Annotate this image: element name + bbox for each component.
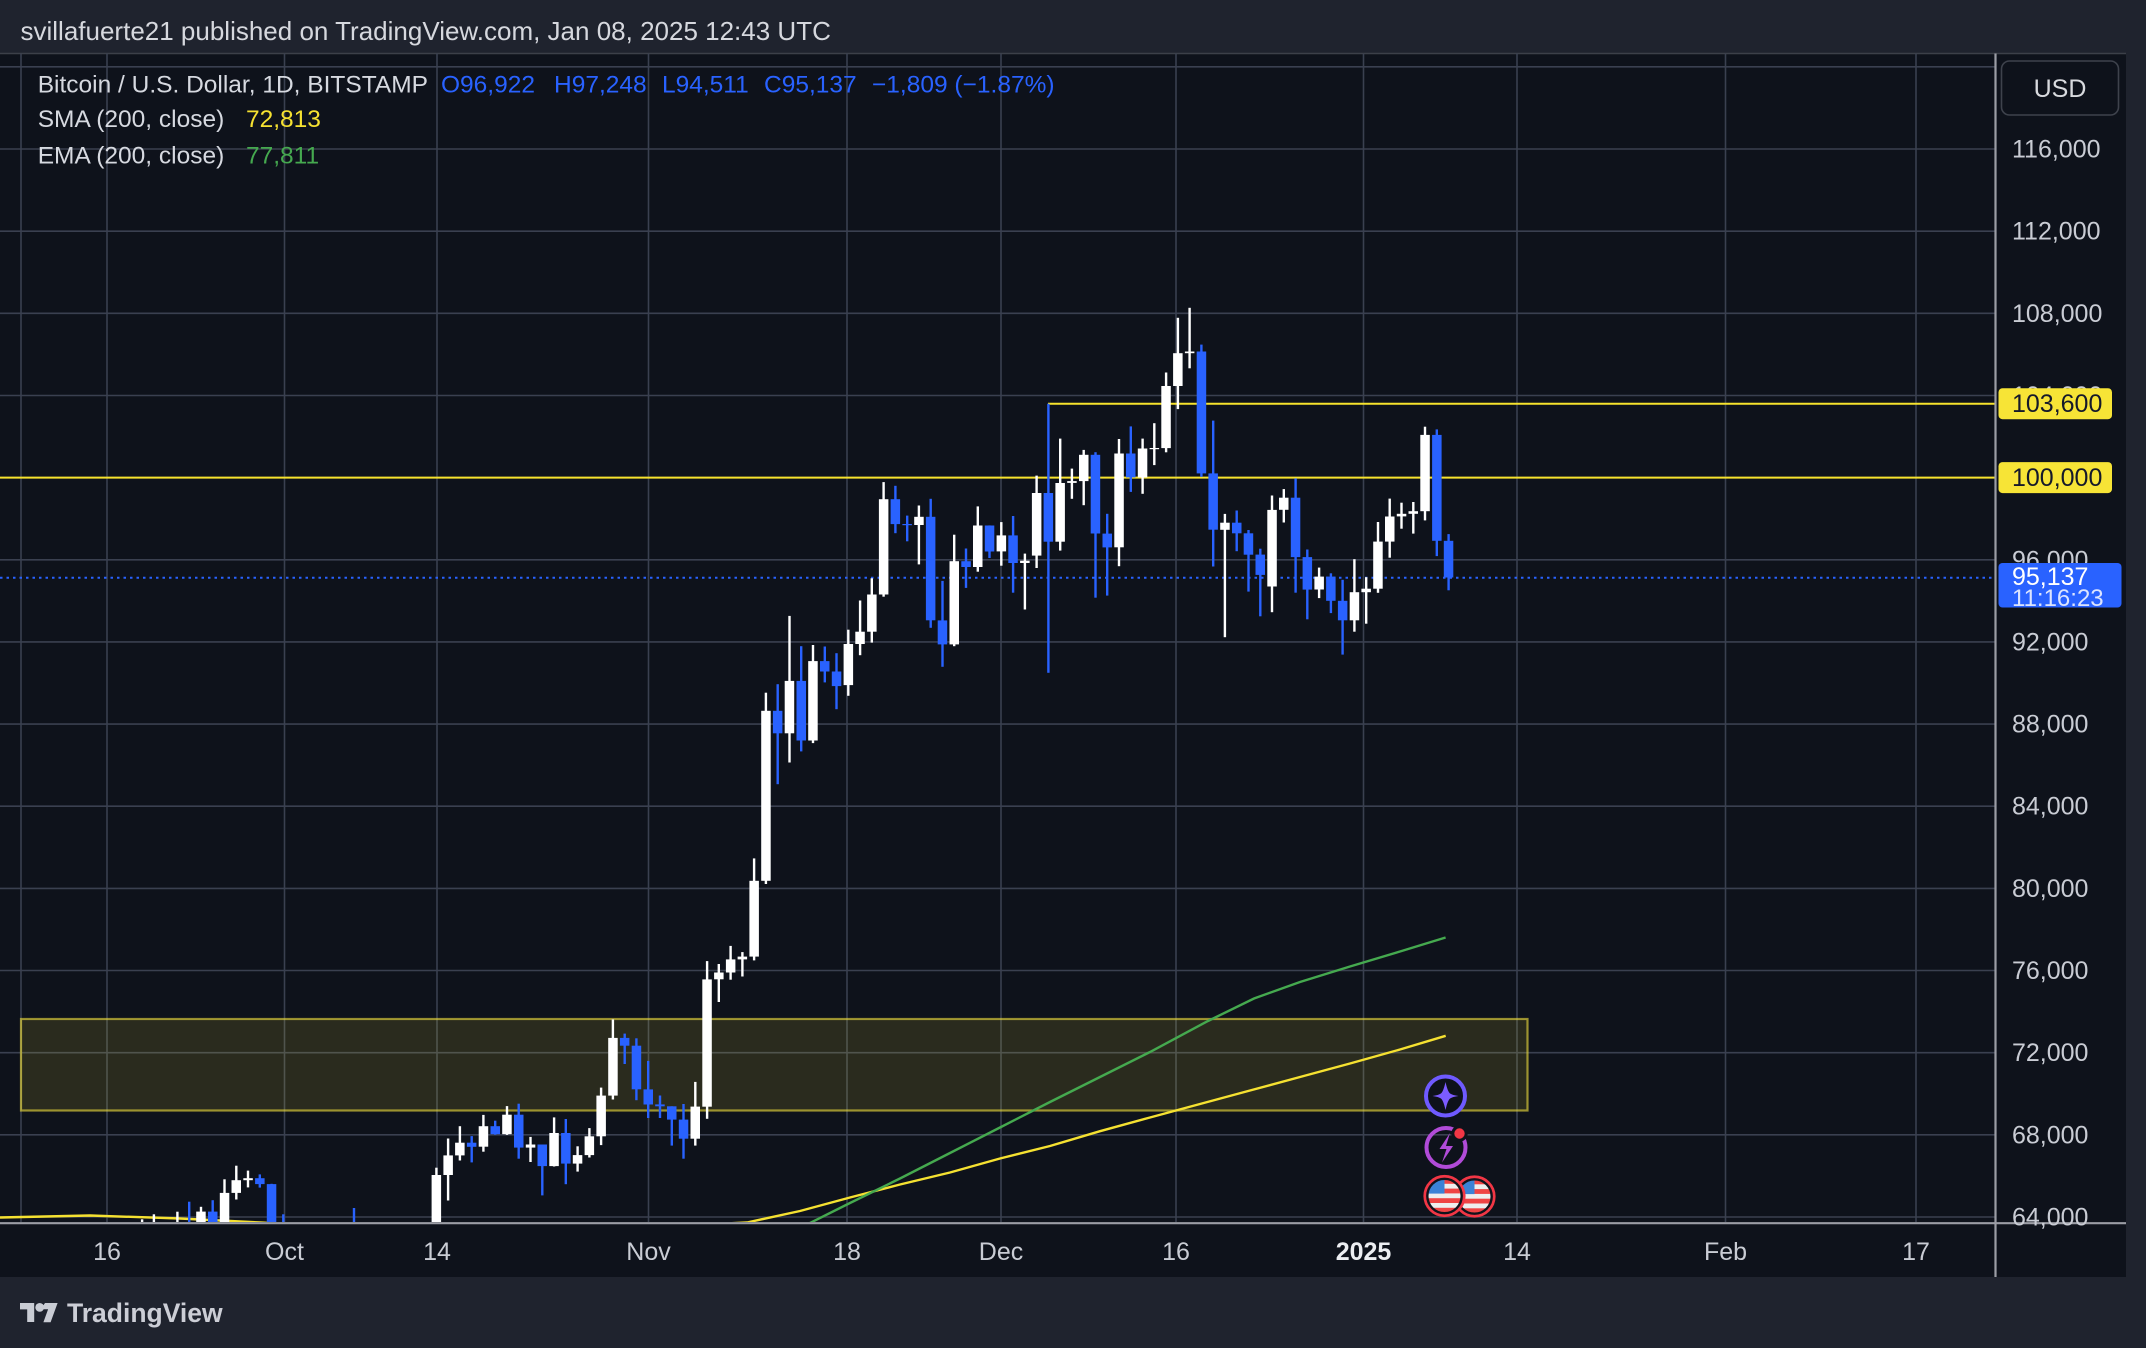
svg-text:14: 14 <box>1503 1238 1531 1266</box>
svg-text:EMA (200, close): EMA (200, close) <box>38 143 225 170</box>
svg-text:14: 14 <box>423 1238 451 1266</box>
svg-text:Nov: Nov <box>626 1238 671 1266</box>
svg-text:17: 17 <box>1902 1238 1930 1266</box>
svg-text:72,000: 72,000 <box>2012 1039 2088 1067</box>
svg-text:80,000: 80,000 <box>2012 875 2088 903</box>
svg-text:76,000: 76,000 <box>2012 957 2088 985</box>
svg-text:Feb: Feb <box>1704 1238 1747 1266</box>
svg-text:103,600: 103,600 <box>2012 390 2102 418</box>
svg-text:95,137: 95,137 <box>2012 563 2088 591</box>
svg-text:112,000: 112,000 <box>2012 218 2101 246</box>
svg-text:USD: USD <box>2034 75 2087 103</box>
svg-text:2025: 2025 <box>1336 1238 1392 1266</box>
svg-text:18: 18 <box>833 1238 861 1266</box>
svg-text:92,000: 92,000 <box>2012 628 2088 656</box>
svg-text:68,000: 68,000 <box>2012 1121 2088 1149</box>
svg-text:Dec: Dec <box>979 1238 1023 1266</box>
svg-text:TradingView: TradingView <box>67 1298 223 1328</box>
svg-text:Bitcoin / U.S. Dollar, 1D, BIT: Bitcoin / U.S. Dollar, 1D, BITSTAMP <box>38 72 428 99</box>
svg-text:SMA (200, close): SMA (200, close) <box>38 106 225 133</box>
svg-text:11:16:23: 11:16:23 <box>2012 585 2104 612</box>
svg-text:Oct: Oct <box>265 1238 304 1266</box>
svg-text:84,000: 84,000 <box>2012 793 2088 821</box>
svg-text:16: 16 <box>93 1238 121 1266</box>
svg-text:108,000: 108,000 <box>2012 300 2102 328</box>
svg-text:64,000: 64,000 <box>2012 1204 2088 1232</box>
svg-text:88,000: 88,000 <box>2012 711 2088 739</box>
svg-text:116,000: 116,000 <box>2012 136 2101 164</box>
svg-text:77,811: 77,811 <box>246 143 319 170</box>
svg-text:100,000: 100,000 <box>2012 464 2102 492</box>
svg-text:svillafuerte21 published on Tr: svillafuerte21 published on TradingView.… <box>21 16 831 46</box>
svg-text:16: 16 <box>1162 1238 1190 1266</box>
svg-text:72,813: 72,813 <box>246 106 321 133</box>
